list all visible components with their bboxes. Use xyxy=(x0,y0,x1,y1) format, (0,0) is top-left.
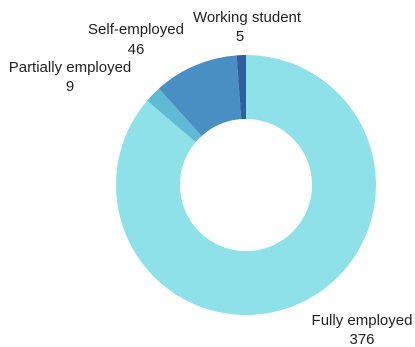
slice-fully-employed xyxy=(116,55,377,315)
slice-working-student xyxy=(236,55,246,120)
label-self-employed-value: 46 xyxy=(128,41,145,58)
donut-slices xyxy=(116,55,377,315)
label-fully-employed-name: Fully employed xyxy=(312,312,413,329)
label-partially-employed-name: Partially employed xyxy=(9,59,132,76)
label-working-student-name: Working student xyxy=(193,9,302,26)
label-working-student-value: 5 xyxy=(236,28,244,45)
slice-self-employed xyxy=(158,55,242,137)
label-fully-employed-value: 376 xyxy=(349,331,374,347)
slice-partially-employed xyxy=(147,88,202,143)
label-partially-employed-value: 9 xyxy=(66,78,74,95)
donut-hole xyxy=(180,119,312,251)
label-self-employed-name: Self-employed xyxy=(88,21,184,38)
